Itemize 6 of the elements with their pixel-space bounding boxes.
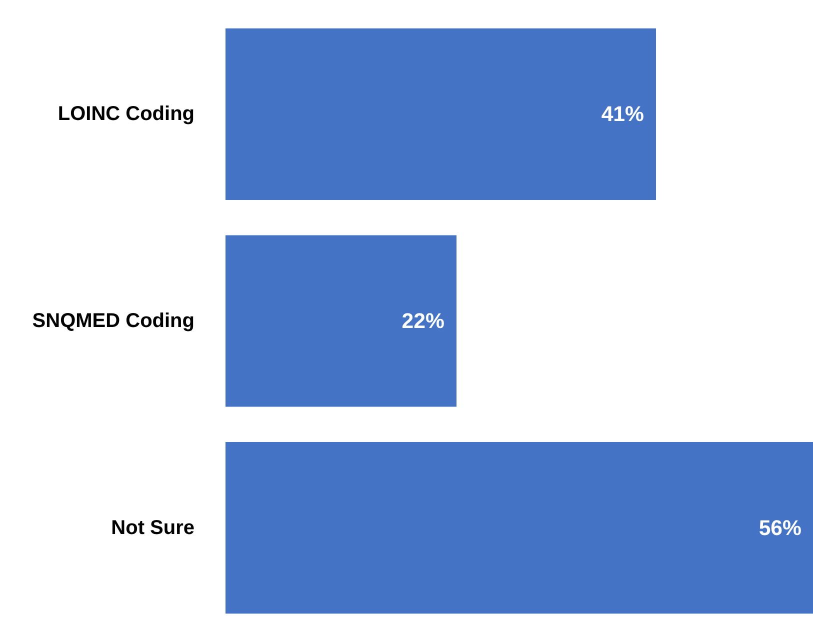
data-label: 22% [402, 309, 445, 333]
data-label: 56% [758, 516, 802, 540]
y-tick-label: SNQMED Coding [32, 310, 195, 332]
y-tick-label: LOINC Coding [58, 103, 194, 126]
y-tick-label: Not Sure [111, 516, 195, 539]
data-label: 41% [601, 102, 644, 126]
